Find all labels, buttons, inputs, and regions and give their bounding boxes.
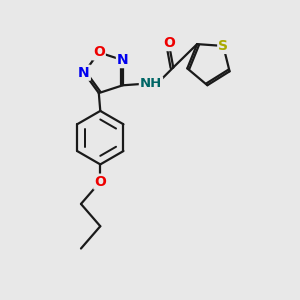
Text: N: N — [117, 53, 128, 67]
Text: NH: NH — [140, 77, 162, 90]
Text: O: O — [93, 45, 105, 59]
Text: N: N — [78, 66, 90, 80]
Text: O: O — [94, 175, 106, 189]
Text: O: O — [163, 36, 175, 50]
Text: S: S — [218, 39, 228, 53]
